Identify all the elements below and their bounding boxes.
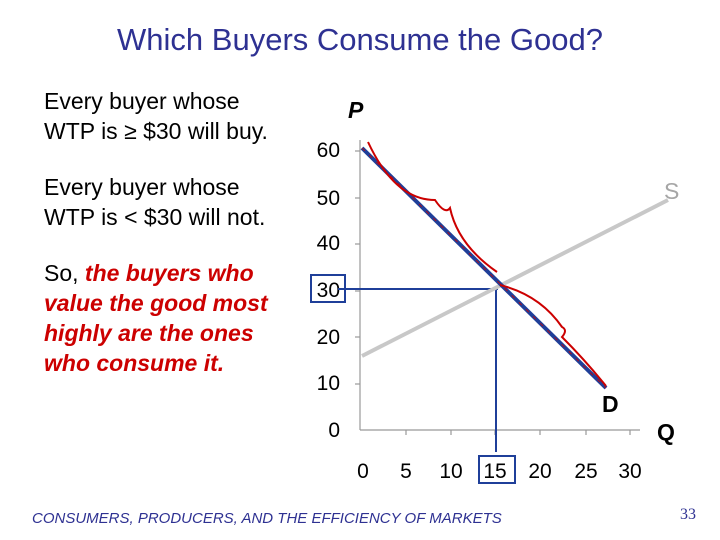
y-tick-label: 30 — [317, 279, 340, 302]
y-tick-label: 40 — [317, 232, 340, 255]
footer-text: CONSUMERS, PRODUCERS, AND THE EFFICIENCY… — [32, 510, 502, 527]
supply-curve-label: S — [664, 178, 679, 204]
quantity-highlight-box — [478, 455, 516, 484]
slide-title: Which Buyers Consume the Good? — [117, 22, 603, 57]
supply-curve — [361, 198, 669, 358]
page-number: 33 — [680, 506, 696, 523]
x-tick-label: 15 — [483, 460, 506, 483]
bullet-conclusion: So, the buyers who value the good most h… — [44, 258, 294, 378]
x-tick-label: 0 — [357, 460, 369, 483]
demand-curve-accent — [361, 147, 607, 389]
y-tick-label: 10 — [317, 372, 340, 395]
y-tick-label: 0 — [328, 419, 340, 442]
y-tick-label: 20 — [317, 326, 340, 349]
x-tick-label: 20 — [528, 460, 551, 483]
bullet-buyers-below: Every buyer whose WTP is < $30 will not. — [44, 174, 266, 230]
bullet-buyers-above: Every buyer whose WTP is ≥ $30 will buy. — [44, 88, 268, 144]
x-tick-label: 25 — [574, 460, 597, 483]
y-tick-label: 60 — [317, 139, 340, 162]
price-highlight-box — [310, 274, 346, 303]
conclusion-prefix: So, — [44, 260, 85, 286]
lower-buyers-brace — [499, 284, 607, 387]
quantity-axis-letter: Q — [657, 419, 675, 445]
supply-demand-chart: P Q 60 50 40 30 20 10 0 0 5 10 15 20 25 … — [310, 97, 679, 484]
bullet-list: Every buyer whose WTP is ≥ $30 will buy.… — [44, 86, 294, 404]
x-tick-label: 30 — [618, 460, 641, 483]
x-tick-label: 10 — [439, 460, 462, 483]
x-tick-label: 5 — [400, 460, 412, 483]
upper-buyers-brace — [367, 141, 498, 273]
conclusion-emphasis: the buyers who value the good most highl… — [44, 260, 268, 376]
y-tick-label: 50 — [317, 187, 340, 210]
price-axis-letter: P — [348, 97, 364, 123]
demand-curve-label: D — [602, 391, 619, 417]
